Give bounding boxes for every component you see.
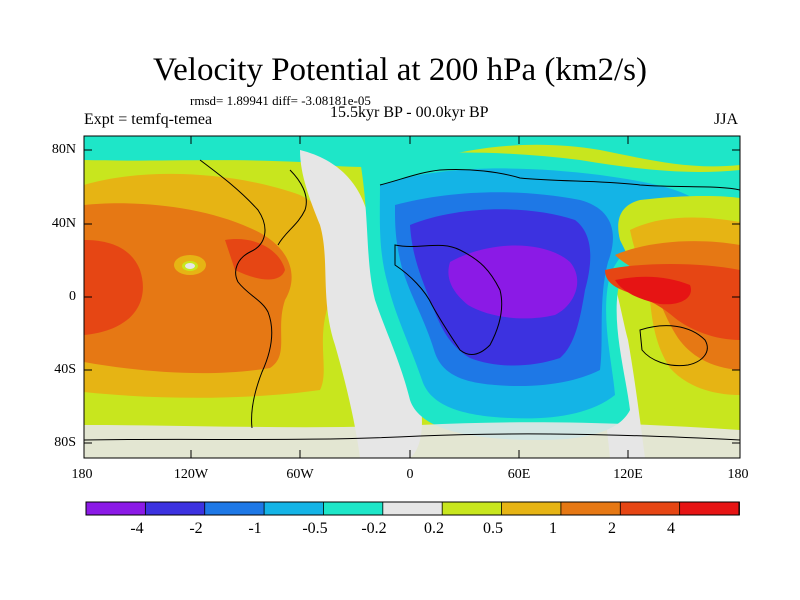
- lat-tick-label: 40S: [54, 362, 76, 377]
- season-label: JJA: [714, 111, 739, 128]
- antarctica-coastline: [84, 433, 740, 441]
- africa-coastline: [394, 244, 503, 356]
- colorbar-label: 0.5: [483, 520, 503, 537]
- lon-tick-label: 0: [406, 467, 414, 482]
- colorbar-swatch: [144, 501, 206, 516]
- contour-band-2-4: [225, 239, 285, 280]
- lat-tick-label: 80N: [51, 142, 76, 157]
- colorbar-label: -2: [189, 520, 203, 537]
- colorbar-label: -0.2: [361, 520, 387, 537]
- lat-tick-label: 0: [69, 289, 76, 304]
- contour-band-neg0.2-0.2: [84, 422, 740, 458]
- colorbar-swatch: [501, 501, 562, 516]
- coastlines: [84, 159, 740, 441]
- lon-tick-label: 60E: [507, 467, 531, 482]
- colorbar-frame: [85, 501, 740, 516]
- lon-tick-label: 180: [727, 467, 749, 482]
- period-label: 15.5kyr BP - 00.0kyr BP: [330, 104, 489, 121]
- colorbar-swatch: [619, 501, 681, 516]
- colorbar-swatch: [382, 501, 444, 516]
- americas-coastline: [199, 159, 273, 429]
- contour-band-neg0.2-0.2: [300, 150, 422, 458]
- colorbar-swatch: [679, 501, 740, 516]
- colorbar-label: 4: [667, 520, 675, 537]
- colorbar-swatch: [560, 501, 622, 516]
- lat-tick-label: 80S: [54, 435, 76, 450]
- colorbar-label: -1: [248, 520, 262, 537]
- contour-band-above-4: [615, 276, 691, 305]
- colorbar: [85, 501, 740, 516]
- lon-tick-label: 60W: [286, 467, 314, 482]
- greenland-coastline: [277, 169, 307, 246]
- australia-coastline: [639, 325, 708, 367]
- eurasia-coastline: [379, 168, 740, 191]
- colorbar-swatch: [263, 501, 325, 516]
- lon-tick-label: 120W: [173, 467, 209, 482]
- contour-band-2-4: [84, 240, 143, 335]
- colorbar-label: 2: [608, 520, 616, 537]
- colorbar-label: -0.5: [302, 520, 328, 537]
- colorbar-swatch: [323, 501, 384, 516]
- contour-pocket: [185, 263, 195, 269]
- lon-ticks: [190, 136, 629, 458]
- experiment-label: Expt = temfq-temea: [84, 111, 213, 128]
- colorbar-swatch: [85, 501, 147, 516]
- contour-field: [84, 136, 740, 458]
- colorbar-swatch: [441, 501, 503, 516]
- lon-tick-label: 120E: [613, 467, 643, 482]
- colorbar-label: 1: [549, 520, 557, 537]
- lon-tick-label: 180: [71, 467, 93, 482]
- colorbar-label: -4: [130, 520, 144, 537]
- contour-band-neg0.5-neg0.2: [84, 136, 740, 167]
- map-title: Velocity Potential at 200 hPa (km2/s): [152, 52, 648, 88]
- colorbar-label: 0.2: [424, 520, 444, 537]
- colorbar-swatch: [204, 501, 265, 516]
- lat-ticks: [84, 149, 740, 444]
- rmsd-diff-stats: rmsd= 1.89941 diff= -3.08181e-05: [190, 93, 371, 108]
- lat-tick-label: 40N: [51, 216, 76, 231]
